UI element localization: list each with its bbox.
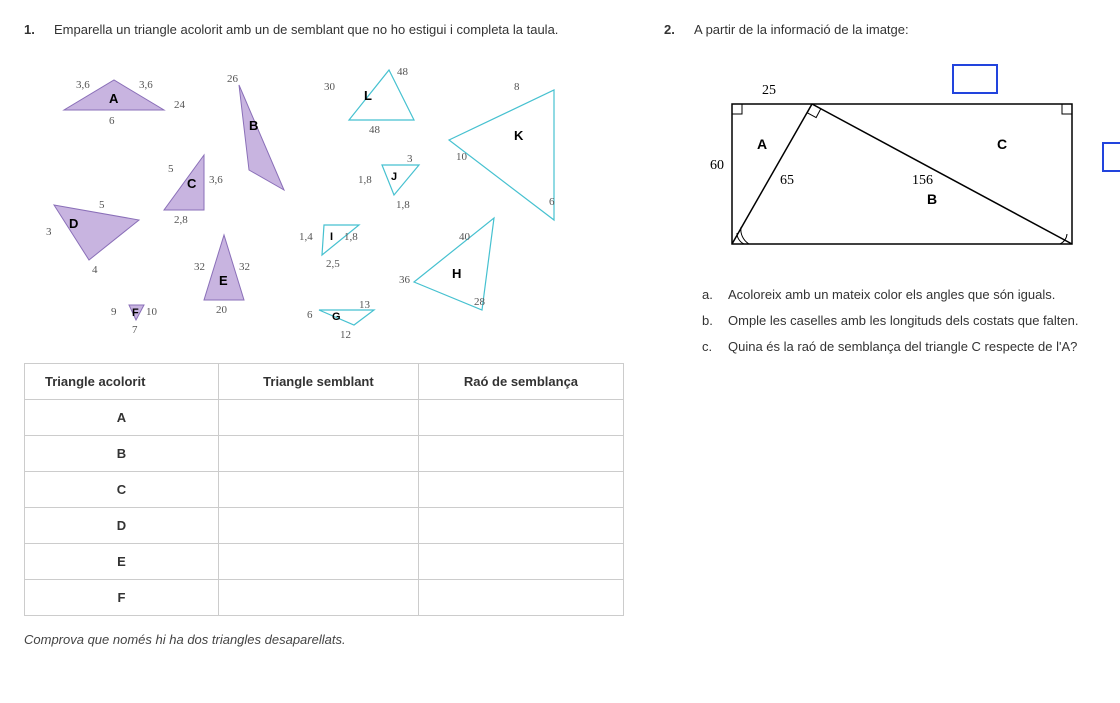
svg-text:C: C: [187, 176, 197, 191]
cell[interactable]: [418, 471, 623, 507]
svg-text:3,6: 3,6: [209, 174, 223, 186]
svg-text:7: 7: [132, 324, 138, 336]
svg-text:3,6: 3,6: [139, 79, 153, 91]
row-label: E: [25, 543, 219, 579]
cell[interactable]: [219, 399, 419, 435]
svg-text:C: C: [997, 136, 1007, 152]
cell[interactable]: [418, 435, 623, 471]
svg-text:5: 5: [99, 199, 105, 211]
svg-text:32: 32: [239, 261, 250, 273]
svg-text:20: 20: [216, 304, 228, 316]
svg-text:40: 40: [459, 231, 471, 243]
cell[interactable]: [418, 399, 623, 435]
svg-text:H: H: [452, 266, 461, 281]
svg-text:8: 8: [514, 81, 520, 93]
svg-text:10: 10: [456, 151, 468, 163]
cell[interactable]: [219, 543, 419, 579]
svg-text:25: 25: [762, 83, 776, 98]
table-row: D: [25, 507, 624, 543]
svg-text:K: K: [514, 128, 524, 143]
svg-text:B: B: [249, 118, 258, 133]
svg-text:13: 13: [359, 299, 371, 311]
sub-b: b. Omple les caselles amb les longituds …: [702, 308, 1084, 334]
cell[interactable]: [418, 579, 623, 615]
svg-text:6: 6: [109, 115, 115, 127]
svg-text:12: 12: [340, 329, 351, 340]
cell[interactable]: [418, 543, 623, 579]
sub-a: a. Acoloreix amb un mateix color els ang…: [702, 282, 1084, 308]
table-row: F: [25, 579, 624, 615]
svg-text:28: 28: [474, 296, 486, 308]
svg-text:24: 24: [174, 99, 186, 111]
svg-text:G: G: [332, 311, 341, 323]
svg-text:9: 9: [111, 306, 117, 318]
cell[interactable]: [219, 471, 419, 507]
svg-text:48: 48: [369, 124, 381, 136]
svg-text:26: 26: [227, 73, 239, 85]
svg-text:60: 60: [710, 158, 724, 173]
svg-text:48: 48: [397, 66, 409, 78]
svg-text:32: 32: [194, 261, 205, 273]
question-2: 2. A partir de la informació de la imatg…: [664, 20, 1084, 40]
th-colored: Triangle acolorit: [25, 363, 219, 399]
table-row: A: [25, 399, 624, 435]
svg-text:1,4: 1,4: [299, 231, 313, 243]
svg-text:5: 5: [168, 163, 174, 175]
q1-answer-table: Triangle acolorit Triangle semblant Raó …: [24, 363, 624, 616]
svg-text:3: 3: [407, 153, 413, 165]
table-row: C: [25, 471, 624, 507]
row-label: D: [25, 507, 219, 543]
svg-text:J: J: [391, 171, 397, 183]
sub-c: c. Quina és la raó de semblança del tria…: [702, 334, 1084, 360]
question-1: 1. Emparella un triangle acolorit amb un…: [24, 20, 624, 40]
row-label: F: [25, 579, 219, 615]
cell[interactable]: [418, 507, 623, 543]
q2-subquestions: a. Acoloreix amb un mateix color els ang…: [664, 282, 1084, 360]
svg-text:6: 6: [549, 196, 555, 208]
svg-text:I: I: [330, 231, 333, 243]
cell[interactable]: [219, 435, 419, 471]
table-row: E: [25, 543, 624, 579]
cell[interactable]: [219, 507, 419, 543]
svg-text:1,8: 1,8: [396, 199, 410, 211]
svg-text:65: 65: [780, 173, 794, 188]
q1-number: 1.: [24, 20, 42, 40]
svg-text:2,8: 2,8: [174, 214, 188, 226]
svg-text:1,8: 1,8: [344, 231, 358, 243]
svg-text:4: 4: [92, 264, 98, 276]
cell[interactable]: [219, 579, 419, 615]
th-similar: Triangle semblant: [219, 363, 419, 399]
q2-diagram-area: 25 60 65 156 A B C: [702, 64, 1084, 264]
svg-text:36: 36: [399, 274, 411, 286]
svg-text:D: D: [69, 216, 78, 231]
svg-text:30: 30: [324, 81, 336, 93]
svg-text:3: 3: [46, 226, 52, 238]
th-ratio: Raó de semblança: [418, 363, 623, 399]
svg-text:A: A: [109, 91, 119, 106]
q2-number: 2.: [664, 20, 682, 40]
svg-text:1,8: 1,8: [358, 174, 372, 186]
q2-text: A partir de la informació de la imatge:: [694, 20, 909, 40]
row-label: A: [25, 399, 219, 435]
q1-footnote: Comprova que només hi ha dos triangles d…: [24, 632, 624, 647]
svg-text:156: 156: [912, 173, 933, 188]
table-row: B: [25, 435, 624, 471]
q1-text: Emparella un triangle acolorit amb un de…: [54, 20, 558, 40]
svg-text:3,6: 3,6: [76, 79, 90, 91]
svg-text:F: F: [132, 307, 139, 319]
svg-text:E: E: [219, 273, 228, 288]
svg-text:10: 10: [146, 306, 158, 318]
row-label: C: [25, 471, 219, 507]
fill-box-right[interactable]: [1102, 142, 1120, 172]
fill-box-top[interactable]: [952, 64, 998, 94]
svg-text:6: 6: [307, 309, 313, 321]
svg-text:B: B: [927, 191, 937, 207]
svg-text:A: A: [757, 136, 767, 152]
svg-text:2,5: 2,5: [326, 258, 340, 270]
row-label: B: [25, 435, 219, 471]
svg-text:L: L: [364, 88, 372, 103]
q1-triangle-diagram: A 3,6 3,6 6 24 B 26 C 5 3,6 2,8 D 5 3: [24, 60, 624, 343]
